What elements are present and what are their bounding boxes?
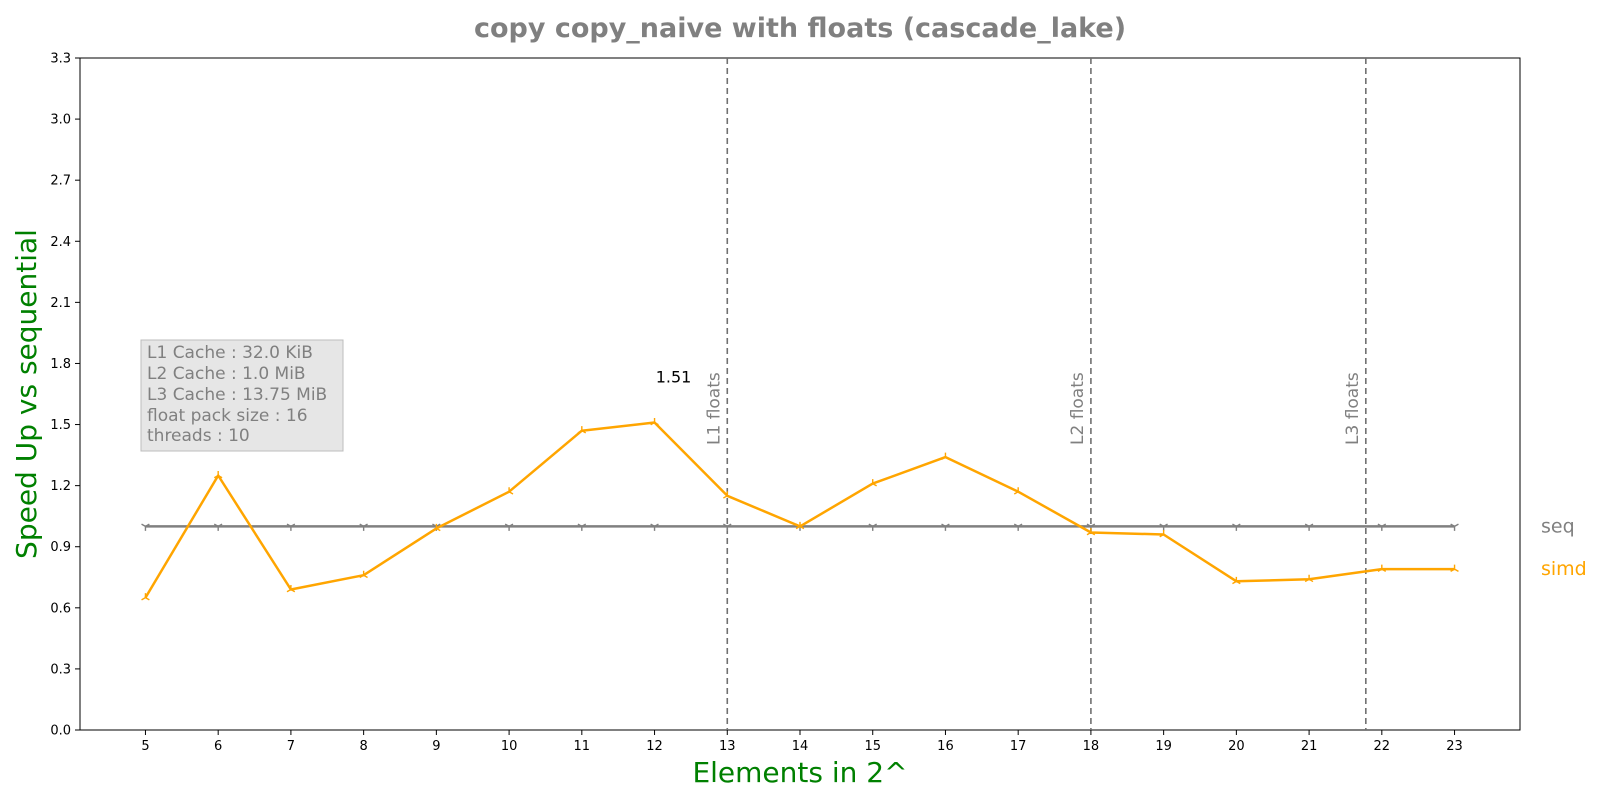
data-point (1304, 574, 1314, 583)
cache-line-label: L2 floats (1068, 372, 1088, 445)
y-tick-label: 0.6 (50, 601, 71, 616)
y-tick-label: 2.1 (50, 296, 71, 311)
info-line: L1 Cache : 32.0 KiB (147, 343, 313, 363)
data-point (650, 523, 659, 531)
x-tick-label: 12 (646, 739, 663, 754)
data-point (650, 418, 659, 426)
x-tick-label: 20 (1228, 739, 1245, 754)
y-tick-label: 0.3 (50, 662, 71, 677)
info-line: L2 Cache : 1.0 MiB (147, 364, 306, 384)
y-tick-label: 3.0 (50, 113, 71, 128)
data-point (213, 523, 223, 531)
x-axis-label: Elements in 2^ (692, 756, 907, 789)
chart-title: copy copy_naive with floats (cascade_lak… (474, 13, 1126, 44)
y-tick-label: 2.7 (50, 174, 71, 189)
x-tick-label: 9 (432, 739, 440, 754)
data-point (1086, 527, 1096, 536)
data-point (723, 523, 732, 531)
x-tick-label: 11 (574, 739, 591, 754)
info-box: L1 Cache : 32.0 KiB L2 Cache : 1.0 MiB L… (140, 339, 344, 452)
y-tick-label: 3.3 (50, 52, 71, 67)
series-layer (141, 418, 1459, 601)
data-point (359, 570, 368, 579)
x-tick-label: 16 (937, 739, 954, 754)
data-point (723, 491, 732, 499)
y-tick-label: 2.4 (50, 235, 71, 250)
x-tick-label: 18 (1083, 739, 1100, 754)
data-point (213, 470, 223, 479)
data-point (432, 523, 441, 532)
y-axis-label: Speed Up vs sequential (10, 229, 43, 559)
annotation-layer: 1.51 (656, 368, 692, 387)
x-tick-label: 5 (141, 739, 149, 754)
data-point (1159, 530, 1168, 538)
data-point (504, 523, 514, 531)
x-tick-label: 15 (864, 739, 881, 754)
x-tick-label: 19 (1155, 739, 1172, 754)
info-line: float pack size : 16 (147, 406, 308, 426)
info-line: L3 Cache : 13.75 MiB (147, 385, 327, 405)
data-point (1304, 523, 1314, 531)
x-tick-label: 10 (501, 739, 518, 754)
data-point (286, 584, 296, 593)
data-point (1450, 523, 1459, 531)
x-tick-label: 23 (1446, 739, 1463, 754)
data-point (1232, 523, 1241, 531)
legend-entry: simd (1541, 558, 1587, 580)
data-point (1377, 564, 1387, 572)
cache-line-label: L1 floats (704, 372, 724, 445)
data-point (1450, 564, 1459, 572)
x-tick-label: 21 (1301, 739, 1318, 754)
data-point (1377, 523, 1387, 531)
x-tick-label: 14 (792, 739, 809, 754)
data-point (941, 523, 950, 531)
y-axis: 0.0 0.3 0.6 0.9 1.2 1.5 1.8 2.1 2.4 2.7 3.0 3.3 (50, 52, 80, 739)
data-point (795, 521, 805, 530)
y-tick-label: 1.5 (50, 418, 71, 433)
data-point (1013, 487, 1023, 495)
legend-entry: seq (1541, 515, 1575, 537)
info-line: threads : 10 (147, 426, 250, 446)
value-annotation: 1.51 (656, 368, 692, 387)
data-point (868, 479, 877, 487)
x-axis: 5 6 7 8 9 10 11 12 13 14 15 16 17 18 19 20 21 22 23 (141, 730, 1463, 754)
info-box-frame (140, 339, 344, 452)
data-point (577, 523, 587, 531)
data-point (1232, 576, 1241, 585)
legend: seq simd (1541, 515, 1587, 580)
y-tick-label: 1.8 (50, 357, 71, 372)
y-tick-label: 0.9 (50, 540, 71, 555)
x-tick-label: 6 (214, 739, 222, 754)
x-tick-label: 7 (287, 739, 295, 754)
data-point (141, 593, 150, 601)
y-tick-label: 1.2 (50, 479, 71, 494)
x-tick-label: 22 (1374, 739, 1391, 754)
data-point (1013, 523, 1023, 531)
y-tick-label: 0.0 (50, 724, 71, 739)
data-point (359, 523, 368, 531)
data-point (141, 523, 150, 531)
vlines-layer: L1 floats L2 floats L3 floats (704, 58, 1367, 730)
data-point (504, 487, 514, 495)
x-tick-label: 8 (359, 739, 367, 754)
data-point (577, 426, 587, 434)
x-tick-label: 17 (1010, 739, 1027, 754)
data-point (286, 523, 296, 531)
x-tick-label: 13 (719, 739, 736, 754)
cache-line-label: L3 floats (1343, 372, 1363, 445)
data-point (868, 523, 877, 531)
data-point (941, 452, 950, 460)
